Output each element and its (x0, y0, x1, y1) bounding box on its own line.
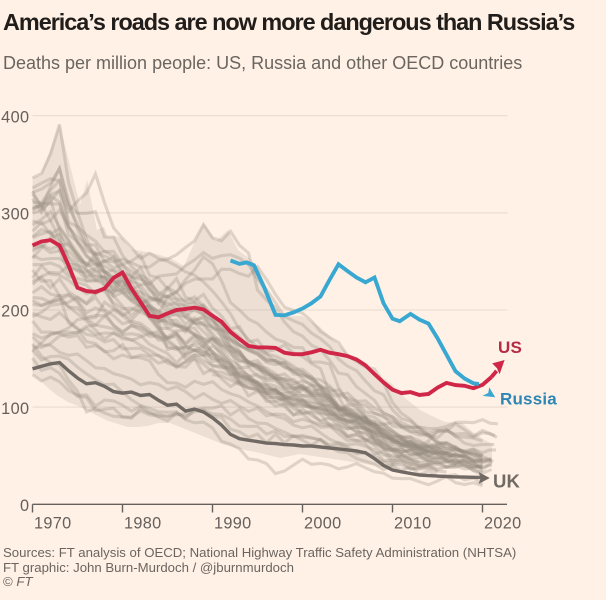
svg-text:1990: 1990 (214, 514, 251, 532)
svg-text:2000: 2000 (304, 514, 341, 532)
svg-text:US: US (498, 338, 522, 357)
svg-text:0: 0 (20, 497, 29, 515)
svg-text:300: 300 (1, 206, 29, 224)
svg-text:400: 400 (1, 108, 29, 126)
svg-text:200: 200 (1, 303, 29, 321)
svg-text:100: 100 (1, 400, 29, 418)
svg-text:2010: 2010 (394, 514, 431, 532)
svg-text:1970: 1970 (34, 514, 71, 532)
svg-text:2020: 2020 (484, 514, 521, 532)
svg-text:Russia: Russia (500, 390, 557, 409)
svg-text:1980: 1980 (124, 514, 161, 532)
svg-text:UK: UK (493, 470, 521, 491)
